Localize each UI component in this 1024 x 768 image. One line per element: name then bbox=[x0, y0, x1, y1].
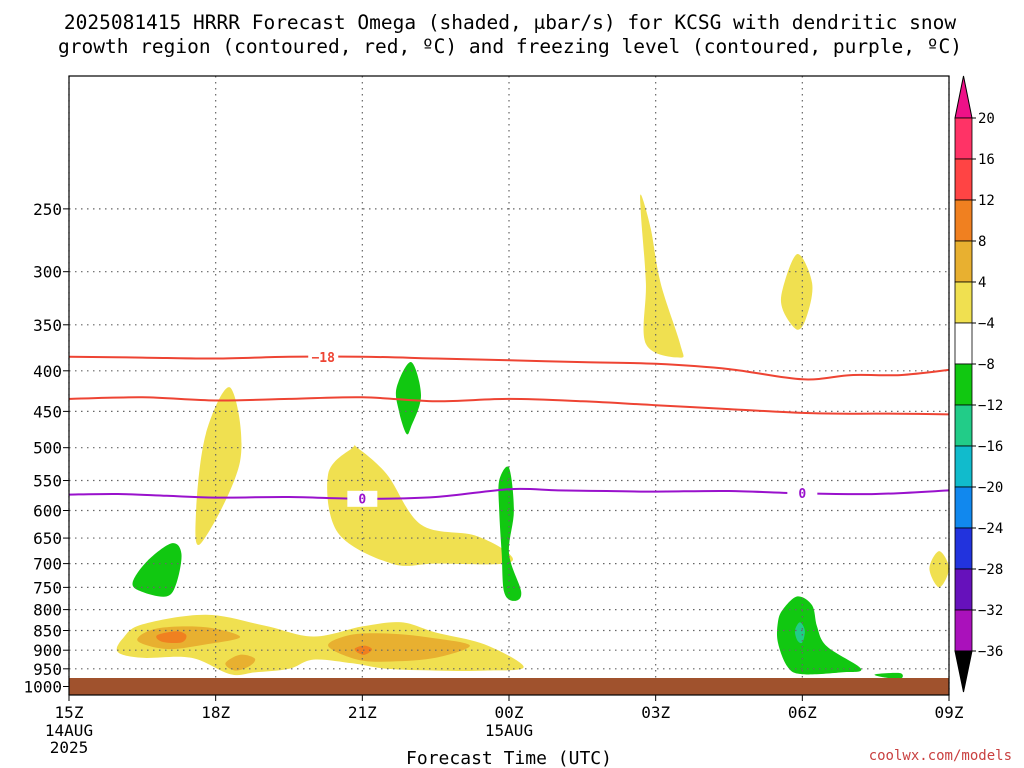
dgz-contour-0 bbox=[69, 355, 949, 381]
omega-region-9 bbox=[780, 253, 813, 330]
omega-region-0 bbox=[195, 387, 242, 546]
x-tick-label-0: 15Z bbox=[55, 703, 84, 722]
omega-region-3 bbox=[137, 626, 241, 650]
grid-lines bbox=[68, 76, 950, 695]
colorbar-label-8: −16 bbox=[978, 439, 1003, 455]
dgz-contour-1 bbox=[69, 396, 949, 416]
colorbar-label-7: −12 bbox=[978, 398, 1003, 414]
colorbar-label-4: 4 bbox=[978, 275, 986, 291]
y-tick-label-500: 500 bbox=[33, 439, 62, 458]
colorbar-segment-9 bbox=[954, 486, 973, 529]
y-tick-label-600: 600 bbox=[33, 501, 62, 520]
colorbar: 20 16 12 8 4 −4 −8 −12 −16 −20 −24 −28 −32 −36 bbox=[954, 75, 1003, 693]
y-tick-label-450: 450 bbox=[33, 402, 62, 421]
y-axis: 2503003504004505005506006507007508008509… bbox=[23, 200, 69, 696]
x-tick-sublabel-0-1: 2025 bbox=[50, 738, 89, 757]
colorbar-segment-1 bbox=[954, 158, 973, 201]
y-tick-label-550: 550 bbox=[33, 472, 62, 491]
colorbar-label-5: −4 bbox=[978, 316, 995, 332]
colorbar-segment-2 bbox=[954, 199, 973, 242]
omega-region-14 bbox=[776, 596, 862, 675]
omega-region-8 bbox=[640, 194, 684, 358]
colorbar-segment-8 bbox=[954, 445, 973, 488]
dgz-contour-label-0-bg bbox=[308, 349, 339, 366]
y-tick-label-650: 650 bbox=[33, 529, 62, 548]
colorbar-top-arrow bbox=[954, 75, 973, 119]
colorbar-label-12: −32 bbox=[978, 603, 1003, 619]
freezing-level-label-b-bg bbox=[787, 485, 818, 502]
freezing-level-label-b: 0 bbox=[798, 487, 806, 502]
colorbar-segment-10 bbox=[954, 527, 973, 570]
y-tick-label-950: 950 bbox=[33, 660, 62, 679]
colorbar-label-6: −8 bbox=[978, 357, 995, 373]
x-axis-title: Forecast Time (UTC) bbox=[406, 748, 612, 768]
colorbar-label-1: 16 bbox=[978, 152, 995, 168]
colorbar-label-9: −20 bbox=[978, 480, 1003, 496]
colorbar-label-11: −28 bbox=[978, 562, 1003, 578]
dgz-contour-label-0: −18 bbox=[311, 351, 335, 366]
colorbar-segment-12 bbox=[954, 609, 973, 652]
x-tick-label-9: 00Z bbox=[495, 703, 524, 722]
colorbar-label-10: −24 bbox=[978, 521, 1003, 537]
colorbar-segment-3 bbox=[954, 240, 973, 283]
y-tick-label-350: 350 bbox=[33, 316, 62, 335]
colorbar-segment-7 bbox=[954, 404, 973, 447]
y-tick-label-400: 400 bbox=[33, 362, 62, 381]
y-tick-label-900: 900 bbox=[33, 641, 62, 660]
colorbar-segment-6 bbox=[954, 363, 973, 406]
y-tick-label-750: 750 bbox=[33, 578, 62, 597]
omega-region-16 bbox=[794, 622, 805, 644]
colorbar-label-3: 8 bbox=[978, 234, 986, 250]
colorbar-bottom-arrow bbox=[954, 650, 973, 693]
y-tick-label-700: 700 bbox=[33, 555, 62, 574]
colorbar-label-0: 20 bbox=[978, 111, 995, 127]
x-tick-label-18: 09Z bbox=[935, 703, 964, 722]
x-tick-sublabel-0-0: 14AUG bbox=[45, 721, 93, 740]
omega-region-13 bbox=[498, 466, 522, 601]
plot-frame bbox=[68, 75, 950, 696]
omega-shaded-regions bbox=[116, 194, 949, 679]
x-tick-label-12: 03Z bbox=[641, 703, 670, 722]
omega-region-11 bbox=[132, 543, 182, 597]
colorbar-segment-5 bbox=[954, 322, 973, 365]
y-tick-label-300: 300 bbox=[33, 263, 62, 282]
x-tick-label-15: 06Z bbox=[788, 703, 817, 722]
credit-text: coolwx.com/models bbox=[869, 748, 1012, 764]
freezing-level-label-a-bg bbox=[347, 490, 378, 507]
colorbar-label-2: 12 bbox=[978, 193, 995, 209]
colorbar-segment-11 bbox=[954, 568, 973, 611]
ground-bar bbox=[69, 678, 949, 695]
x-tick-label-6: 21Z bbox=[348, 703, 377, 722]
colorbar-segment-4 bbox=[954, 281, 973, 324]
x-tick-label-3: 18Z bbox=[201, 703, 230, 722]
omega-region-12 bbox=[395, 362, 421, 435]
freezing-level-label-a: 0 bbox=[358, 492, 366, 507]
y-tick-label-250: 250 bbox=[33, 200, 62, 219]
colorbar-segment-0 bbox=[954, 117, 973, 160]
omega-region-6 bbox=[156, 631, 187, 644]
x-tick-sublabel-9-0: 15AUG bbox=[485, 721, 533, 740]
y-tick-label-1000: 1000 bbox=[23, 677, 62, 696]
omega-region-15 bbox=[874, 672, 903, 679]
omega-region-10 bbox=[929, 551, 949, 588]
omega-region-1 bbox=[327, 444, 513, 566]
chart-title-line-1: 2025081415 HRRR Forecast Omega (shaded, … bbox=[64, 11, 956, 34]
omega-region-4 bbox=[225, 654, 256, 671]
chart-title-line-2: growth region (contoured, red, ºC) and f… bbox=[58, 35, 962, 58]
y-tick-label-800: 800 bbox=[33, 601, 62, 620]
y-tick-label-850: 850 bbox=[33, 622, 62, 641]
colorbar-label-13: −36 bbox=[978, 644, 1003, 660]
